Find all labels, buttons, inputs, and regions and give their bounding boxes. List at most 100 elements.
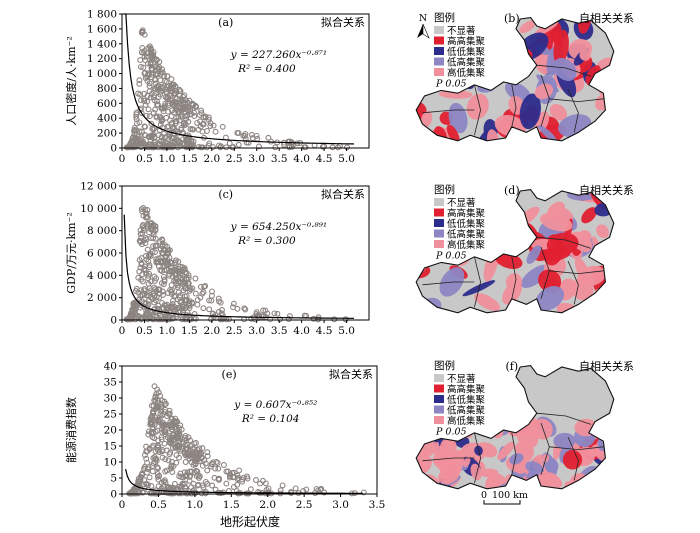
legend-item: 不显著	[447, 197, 476, 209]
scatter-point	[177, 447, 184, 454]
y-tick-label: 0	[110, 143, 117, 155]
y-axis-label: 人口密度/人·km⁻²	[64, 36, 78, 126]
scatter-point	[181, 450, 188, 457]
scatter-point	[143, 270, 150, 277]
scatter-point	[150, 109, 157, 116]
y-tick-label: 1 800	[87, 9, 117, 21]
x-tick-label: 2.0	[203, 153, 220, 165]
scatter-point	[142, 267, 149, 274]
legend-item: 高高集聚	[447, 384, 486, 396]
scatter-point	[138, 28, 145, 35]
cluster-patch	[520, 264, 550, 288]
scatter-point	[137, 476, 144, 483]
scatter-point	[285, 138, 292, 145]
cluster-patch	[438, 89, 473, 99]
legend-title: 图例	[434, 11, 455, 24]
cluster-patch	[526, 245, 541, 264]
cluster-patch	[448, 102, 468, 134]
scatter-point	[194, 119, 201, 126]
scatter-point	[151, 277, 158, 284]
scatter-point	[186, 477, 193, 484]
scatter-point	[168, 282, 175, 289]
scatter-point	[169, 107, 175, 114]
scatter-point	[154, 259, 161, 266]
cluster-patch	[613, 104, 627, 126]
scatter-point	[182, 285, 189, 292]
scatter-point	[144, 207, 151, 213]
cluster-patch	[588, 305, 614, 313]
scatter-point	[172, 120, 179, 127]
scatter-point	[208, 460, 215, 467]
legend-p-value: P 0.05	[435, 251, 467, 262]
scatter-point	[151, 453, 158, 460]
scatter-point	[146, 315, 153, 322]
scatter-point	[180, 93, 186, 100]
y-tick-label: 1 200	[87, 53, 117, 65]
scatter-point	[155, 302, 162, 309]
x-tick-label: 4.5	[316, 325, 333, 337]
province-boundary	[567, 88, 579, 133]
scatter-point	[230, 484, 237, 490]
scatter-point	[180, 140, 187, 147]
province-boundary	[549, 270, 604, 275]
scatter-point	[200, 305, 207, 312]
scatter-point	[219, 123, 226, 130]
scatter-point	[172, 106, 179, 113]
scatter-point	[161, 440, 168, 447]
scatter-point	[360, 489, 367, 496]
legend-title: 图例	[434, 183, 455, 196]
cluster-patch	[446, 124, 460, 141]
scatter-point	[198, 144, 205, 151]
scatter-point	[256, 143, 262, 150]
cluster-patch	[466, 93, 489, 120]
scatter-point	[152, 428, 159, 435]
cluster-patch	[432, 445, 447, 456]
x-tick-label: 0	[119, 325, 126, 337]
scatter-point	[162, 86, 169, 93]
scatter-point	[156, 316, 163, 323]
scatter-point	[267, 316, 274, 323]
scatter-point	[180, 266, 187, 273]
scatter-point	[126, 143, 133, 150]
region-outline	[415, 365, 615, 490]
scatter-point	[200, 289, 207, 296]
scatter-point	[155, 286, 162, 293]
scatter-point	[152, 249, 158, 256]
scatter-point	[152, 397, 159, 403]
scatter-point	[164, 73, 171, 80]
scatter-point	[168, 463, 175, 470]
scatter-point	[274, 310, 281, 317]
scatter-point	[142, 235, 149, 241]
scatter-point	[175, 258, 182, 265]
scatter-point	[130, 302, 137, 309]
scatter-point	[138, 110, 145, 116]
cluster-patch	[577, 265, 606, 286]
cluster-patch	[509, 453, 524, 465]
scatter-point	[131, 125, 138, 131]
scatter-point	[164, 94, 171, 101]
scatter-point	[160, 291, 166, 298]
scatter-point	[146, 113, 153, 120]
x-axis-label: 地形起伏度	[220, 514, 280, 529]
x-tick-label: 3.0	[332, 499, 349, 511]
legend-item: 高高集聚	[447, 208, 486, 220]
scatter-point	[271, 310, 278, 317]
scatter-point	[208, 297, 215, 304]
scatter-point	[138, 97, 144, 104]
scatter-point	[220, 462, 227, 468]
legend-swatch	[434, 240, 444, 248]
scatter-point	[159, 423, 166, 430]
cluster-patch	[531, 418, 553, 440]
scatter-point	[143, 112, 150, 119]
province-boundary	[422, 457, 475, 462]
scatter-point	[144, 92, 151, 99]
cluster-patch	[604, 239, 614, 259]
scatter-point	[158, 436, 165, 443]
x-tick-label: 1.0	[159, 325, 176, 337]
province-boundary	[474, 84, 482, 136]
cluster-patch	[600, 131, 614, 141]
scatter-point	[150, 126, 157, 133]
scatter-point	[151, 292, 158, 299]
province-boundary	[511, 432, 517, 475]
fit-curve	[124, 13, 355, 145]
